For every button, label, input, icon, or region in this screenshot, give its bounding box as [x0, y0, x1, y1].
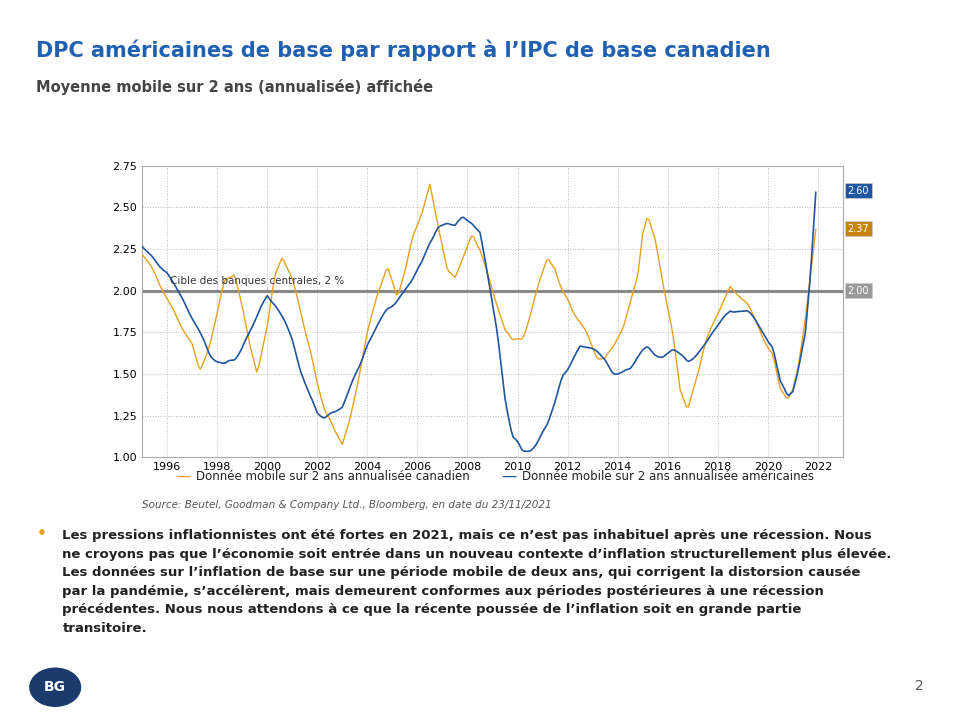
Text: 2.37: 2.37 [848, 224, 870, 234]
Text: Moyenne mobile sur 2 ans (annualisée) affichée: Moyenne mobile sur 2 ans (annualisée) af… [36, 79, 434, 95]
Text: DPC américaines de base par rapport à l’IPC de base canadien: DPC américaines de base par rapport à l’… [36, 40, 771, 61]
Text: BG: BG [44, 680, 66, 694]
Text: Cible des banques centrales, 2 %: Cible des banques centrales, 2 % [170, 276, 344, 286]
Text: Source: Beutel, Goodman & Company Ltd., Bloomberg, en date du 23/11/2021: Source: Beutel, Goodman & Company Ltd., … [142, 500, 552, 510]
Text: •: • [36, 526, 46, 541]
Text: —: — [175, 469, 190, 484]
Text: —: — [501, 469, 516, 484]
Text: 2.60: 2.60 [848, 186, 869, 196]
Text: 2: 2 [915, 679, 924, 693]
Text: Les pressions inflationnistes ont été fortes en 2021, mais ce n’est pas inhabitu: Les pressions inflationnistes ont été fo… [62, 529, 892, 635]
Text: 2.00: 2.00 [848, 286, 869, 296]
Text: Donnée mobile sur 2 ans annualisée canadien: Donnée mobile sur 2 ans annualisée canad… [196, 470, 469, 483]
Text: Donnée mobile sur 2 ans annualisée américaines: Donnée mobile sur 2 ans annualisée améri… [522, 470, 814, 483]
Circle shape [30, 668, 81, 706]
